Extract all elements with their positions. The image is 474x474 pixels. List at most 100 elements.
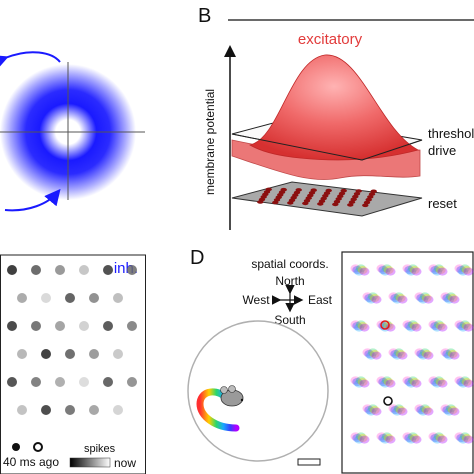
place-field-blob	[430, 322, 441, 330]
compass-west: West	[242, 293, 270, 307]
spike-blob	[7, 321, 17, 331]
place-field-blob	[442, 294, 453, 302]
reset-dot	[308, 191, 316, 195]
place-field-blob	[381, 432, 392, 441]
place-field-blob	[402, 264, 413, 273]
place-field-blob	[390, 406, 401, 414]
reset-dot	[348, 200, 356, 204]
place-field-blob	[409, 434, 420, 442]
spike-blob	[55, 321, 65, 331]
place-field-blob	[437, 267, 448, 276]
place-field-blob	[449, 351, 460, 360]
spike-blob	[113, 293, 123, 303]
place-field-blob	[430, 266, 441, 274]
place-field-blob	[362, 404, 373, 413]
place-field-blob	[352, 378, 363, 386]
reset-dot	[347, 203, 354, 207]
place-field-blob	[357, 434, 368, 442]
place-field-blob	[367, 292, 378, 301]
place-field-blob	[461, 322, 472, 330]
place-field-blob	[381, 376, 392, 385]
spike-blob	[103, 377, 113, 387]
place-field-blob	[404, 322, 415, 330]
place-field-blob	[385, 435, 396, 444]
spike-blob	[103, 265, 113, 275]
place-field-blob	[362, 292, 373, 301]
place-field-blob	[354, 379, 365, 388]
reset-dot	[338, 191, 346, 196]
place-field-blob	[442, 350, 453, 358]
spike-blob	[113, 349, 123, 359]
reset-dot	[350, 197, 357, 202]
place-field-blob	[393, 348, 404, 357]
place-field-blob	[397, 295, 408, 304]
place-field-blob	[362, 348, 373, 357]
place-field-blob	[406, 435, 417, 444]
place-field-blob	[388, 348, 399, 357]
place-field-blob	[393, 292, 404, 301]
place-field-blob	[406, 379, 417, 388]
place-field-blob	[458, 435, 469, 444]
place-field-blob	[366, 407, 377, 416]
place-field-blob	[419, 292, 430, 301]
reset-dot	[257, 200, 264, 204]
grid-place-fields	[350, 264, 474, 444]
marker-black	[383, 396, 393, 406]
place-field-blob	[428, 376, 439, 385]
place-field-blob	[409, 266, 420, 274]
spike-blob	[55, 265, 65, 275]
reset-dot	[365, 197, 372, 202]
place-field-blob	[416, 406, 427, 414]
scale-bar	[297, 458, 321, 466]
place-field-blob	[383, 266, 394, 274]
reset-dot	[287, 201, 294, 205]
place-field-blob	[406, 323, 417, 332]
place-field-blob	[428, 264, 439, 273]
spike-blob	[89, 349, 99, 359]
place-field-blob	[418, 351, 429, 360]
panel-c: inh. 40 ms ago spikes now	[0, 254, 146, 474]
reset-dot	[340, 188, 347, 193]
place-field-blob	[461, 378, 472, 386]
place-field-blob	[409, 378, 420, 386]
place-field-blob	[364, 294, 375, 302]
place-field-blob	[418, 407, 429, 416]
place-field-blob	[402, 376, 413, 385]
place-field-blob	[359, 379, 370, 388]
place-field-blob	[433, 320, 444, 329]
place-field-blob	[409, 322, 420, 330]
place-field-blob	[352, 322, 363, 330]
place-field-blob	[411, 379, 422, 388]
place-field-blob	[419, 348, 430, 357]
reset-dot	[320, 196, 327, 201]
place-field-blob	[404, 266, 415, 274]
place-field-blob	[380, 379, 391, 388]
place-field-blob	[440, 348, 451, 357]
place-field-blob	[393, 404, 404, 413]
place-field-blob	[440, 292, 451, 301]
place-field-blob	[378, 434, 389, 442]
spike-blob	[89, 405, 99, 415]
spike-blob	[7, 377, 17, 387]
place-field-blob	[461, 434, 472, 442]
place-field-blob	[423, 295, 434, 304]
place-field-blob	[444, 407, 455, 416]
spike-blob	[7, 265, 17, 275]
place-field-blob	[445, 404, 456, 413]
spike-time-colorbar	[69, 457, 111, 468]
place-field-blob	[355, 376, 366, 385]
place-field-blob	[459, 320, 470, 329]
spike-blob	[41, 405, 51, 415]
reset-dot	[367, 195, 374, 199]
place-field-blob	[458, 323, 469, 332]
animal-trajectory	[196, 388, 240, 432]
place-field-blob	[371, 295, 382, 304]
reset-neuron-dots	[257, 187, 377, 208]
scale-label: 40 ms ago	[3, 455, 59, 469]
place-field-blob	[454, 376, 465, 385]
place-field-blob	[411, 435, 422, 444]
place-field-blob	[461, 266, 472, 274]
place-field-blob	[388, 292, 399, 301]
place-field-blob	[458, 379, 469, 388]
reset-dot	[352, 194, 359, 199]
